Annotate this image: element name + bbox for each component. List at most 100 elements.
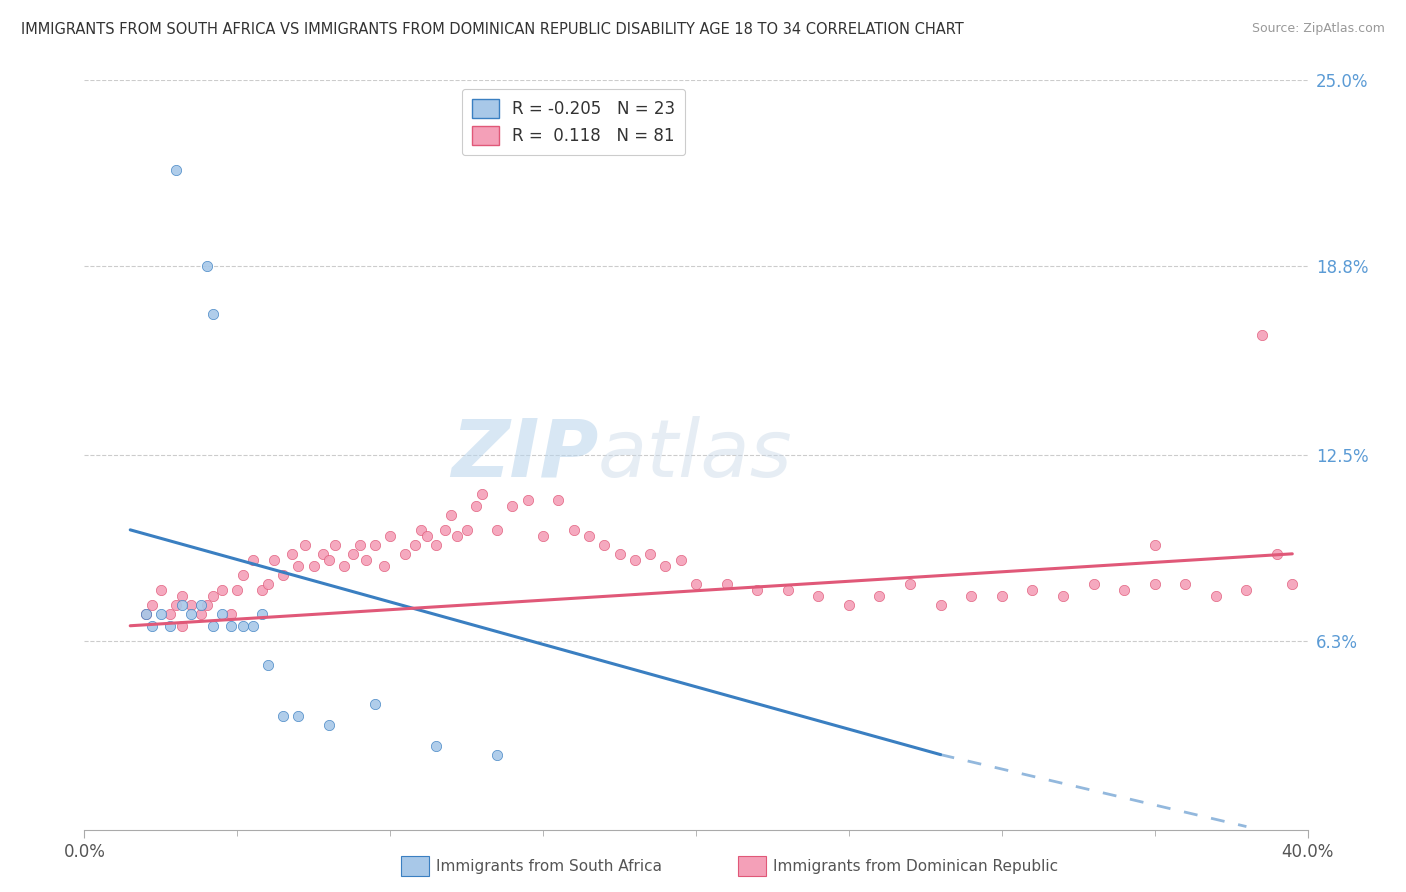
Point: [1143, 576, 1166, 591]
Point: [180, 607, 202, 621]
Point: [486, 747, 509, 762]
Point: [486, 523, 509, 537]
Point: [312, 547, 335, 561]
Text: Immigrants from South Africa: Immigrants from South Africa: [436, 859, 662, 873]
Text: IMMIGRANTS FROM SOUTH AFRICA VS IMMIGRANTS FROM DOMINICAN REPUBLIC DISABILITY AG: IMMIGRANTS FROM SOUTH AFRICA VS IMMIGRAN…: [21, 22, 965, 37]
Point: [471, 487, 494, 501]
Point: [638, 547, 661, 561]
Point: [149, 607, 172, 621]
Point: [456, 523, 478, 537]
Point: [201, 619, 224, 633]
Point: [960, 589, 983, 603]
Point: [1083, 576, 1105, 591]
Point: [354, 553, 377, 567]
Point: [242, 619, 264, 633]
Point: [394, 547, 416, 561]
Point: [165, 163, 187, 178]
Point: [159, 619, 181, 633]
Point: [425, 538, 447, 552]
Point: [141, 619, 163, 633]
Point: [747, 582, 769, 597]
Point: [404, 538, 426, 552]
Point: [318, 717, 340, 731]
Point: [516, 492, 538, 507]
Point: [1021, 582, 1043, 597]
Point: [364, 697, 387, 711]
Point: [776, 582, 799, 597]
Point: [232, 567, 254, 582]
Point: [250, 607, 273, 621]
Point: [211, 582, 233, 597]
Point: [141, 598, 163, 612]
Point: [440, 508, 463, 522]
Point: [373, 558, 395, 573]
Point: [180, 598, 202, 612]
Point: [172, 589, 194, 603]
Point: [1052, 589, 1074, 603]
Point: [1236, 582, 1258, 597]
Point: [172, 619, 194, 633]
Point: [333, 558, 356, 573]
Text: Immigrants from Dominican Republic: Immigrants from Dominican Republic: [773, 859, 1059, 873]
Point: [562, 523, 585, 537]
Point: [716, 576, 738, 591]
Point: [869, 589, 891, 603]
Point: [172, 598, 194, 612]
Point: [281, 547, 304, 561]
Point: [446, 529, 468, 543]
Point: [547, 492, 569, 507]
Point: [287, 708, 309, 723]
Point: [593, 538, 616, 552]
Text: Source: ZipAtlas.com: Source: ZipAtlas.com: [1251, 22, 1385, 36]
Point: [287, 558, 309, 573]
Point: [1281, 576, 1303, 591]
Point: [257, 576, 280, 591]
Point: [929, 598, 952, 612]
Point: [294, 538, 316, 552]
Legend: R = -0.205   N = 23, R =  0.118   N = 81: R = -0.205 N = 23, R = 0.118 N = 81: [463, 88, 685, 155]
Point: [201, 307, 224, 321]
Point: [654, 558, 676, 573]
Point: [531, 529, 554, 543]
Point: [263, 553, 285, 567]
Point: [271, 708, 294, 723]
Point: [1265, 547, 1288, 561]
Point: [232, 619, 254, 633]
Point: [190, 607, 212, 621]
Point: [226, 582, 249, 597]
Point: [250, 582, 273, 597]
Point: [409, 523, 432, 537]
Point: [434, 523, 457, 537]
Point: [165, 598, 187, 612]
Point: [464, 499, 486, 513]
Point: [685, 576, 707, 591]
Point: [211, 607, 233, 621]
Point: [1174, 576, 1197, 591]
Point: [838, 598, 860, 612]
Point: [201, 589, 224, 603]
Text: atlas: atlas: [598, 416, 793, 494]
Point: [669, 553, 692, 567]
Point: [195, 598, 218, 612]
Point: [318, 553, 340, 567]
Point: [342, 547, 364, 561]
Point: [1205, 589, 1227, 603]
Point: [257, 657, 280, 672]
Point: [416, 529, 439, 543]
Point: [195, 259, 218, 273]
Point: [135, 607, 157, 621]
Point: [1143, 538, 1166, 552]
Point: [135, 607, 157, 621]
Point: [159, 607, 181, 621]
Point: [219, 619, 242, 633]
Point: [380, 529, 402, 543]
Point: [807, 589, 830, 603]
Point: [624, 553, 647, 567]
Text: ZIP: ZIP: [451, 416, 598, 494]
Point: [190, 598, 212, 612]
Point: [302, 558, 325, 573]
Point: [898, 576, 921, 591]
Point: [578, 529, 600, 543]
Point: [219, 607, 242, 621]
Point: [323, 538, 346, 552]
